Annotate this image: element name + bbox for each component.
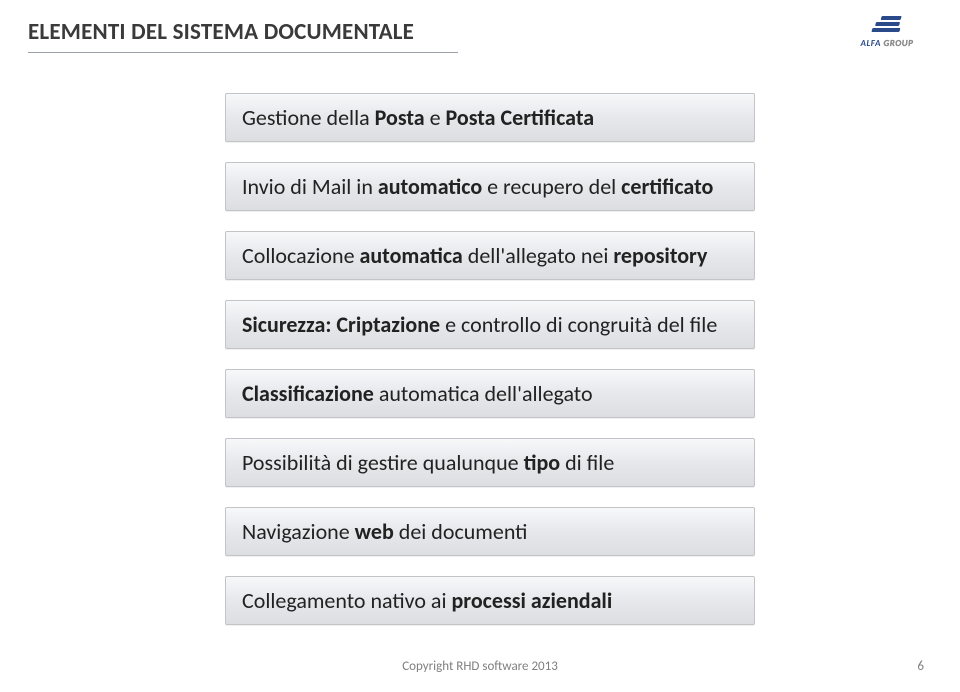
title-underline (28, 52, 458, 53)
feature-list: Gestione della Posta e Posta Certificata… (225, 93, 755, 645)
list-item: Gestione della Posta e Posta Certificata (225, 93, 755, 142)
list-item: Invio di Mail in automatico e recupero d… (225, 162, 755, 211)
list-item: Collocazione automatica dell'allegato ne… (225, 231, 755, 280)
list-item: Classificazione automatica dell'allegato (225, 369, 755, 418)
page-number: 6 (917, 659, 924, 674)
list-item: Sicurezza: Criptazione e controllo di co… (225, 300, 755, 349)
slide-header: ELEMENTI DEL SISTEMA DOCUMENTALE (28, 18, 932, 68)
list-item: Possibilità di gestire qualunque tipo di… (225, 438, 755, 487)
page-title: ELEMENTI DEL SISTEMA DOCUMENTALE (28, 18, 932, 46)
list-item: Navigazione web dei documenti (225, 507, 755, 556)
list-item: Collegamento nativo ai processi aziendal… (225, 576, 755, 625)
brand-logo: ALFA GROUP (842, 12, 932, 52)
brand-logo-text: ALFA GROUP (861, 38, 914, 49)
footer-copyright: Copyright RHD software 2013 (0, 659, 960, 674)
brand-logo-icon (870, 16, 903, 36)
